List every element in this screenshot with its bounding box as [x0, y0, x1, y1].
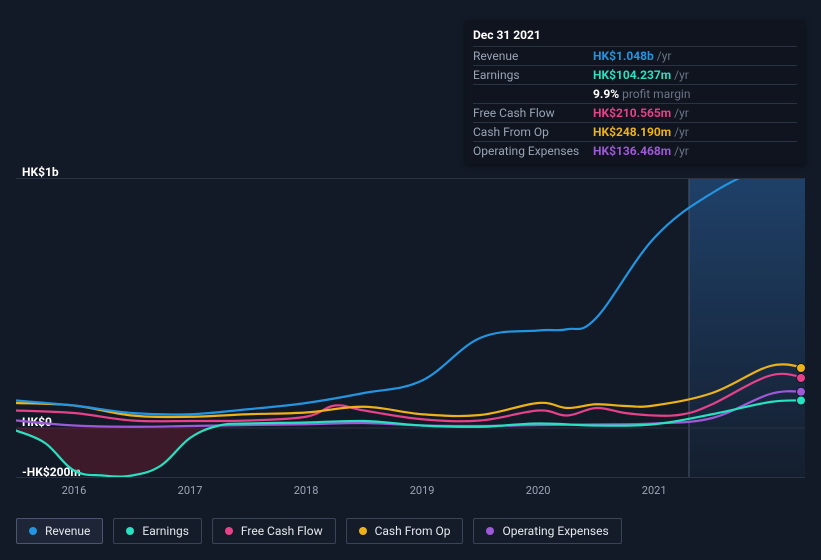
- legend-item-cashop[interactable]: Cash From Op: [346, 518, 464, 544]
- legend-item-fcf[interactable]: Free Cash Flow: [212, 518, 336, 544]
- x-axis-label: 2020: [526, 484, 551, 497]
- endpoint-opex: [797, 388, 805, 396]
- x-axis-label: 2018: [294, 484, 319, 497]
- tooltip-row-label: Earnings: [473, 66, 593, 85]
- legend-label: Free Cash Flow: [241, 524, 323, 538]
- series-revenue: [16, 178, 805, 415]
- tooltip-row-value: HK$210.565m /yr: [593, 104, 797, 123]
- legend-label: Cash From Op: [375, 524, 451, 538]
- tooltip-row-label: Revenue: [473, 47, 593, 66]
- endpoint-cashop: [797, 364, 805, 372]
- x-axis-label: 2019: [410, 484, 435, 497]
- x-axis-label: 2021: [642, 484, 667, 497]
- tooltip-row-value: HK$104.237m /yr: [593, 66, 797, 85]
- tooltip-row: Operating ExpensesHK$136.468m /yr: [473, 142, 797, 161]
- tooltip-row-value: HK$136.468m /yr: [593, 142, 797, 161]
- legend-label: Operating Expenses: [502, 524, 608, 538]
- legend-dot-icon: [126, 527, 134, 535]
- tooltip-table: RevenueHK$1.048b /yrEarningsHK$104.237m …: [473, 47, 797, 160]
- legend-dot-icon: [359, 527, 367, 535]
- tooltip-row-value: HK$248.190m /yr: [593, 123, 797, 142]
- legend-dot-icon: [29, 527, 37, 535]
- x-axis: 2016 2017 2018 2019 2020 2021: [16, 484, 805, 500]
- legend-item-opex[interactable]: Operating Expenses: [473, 518, 621, 544]
- x-axis-label: 2016: [62, 484, 87, 497]
- tooltip-row: Cash From OpHK$248.190m /yr: [473, 123, 797, 142]
- tooltip-row: RevenueHK$1.048b /yr: [473, 47, 797, 66]
- tooltip-row-sub: 9.9% profit margin: [473, 85, 797, 104]
- series-cashop: [16, 364, 805, 417]
- tooltip-row-label: Cash From Op: [473, 123, 593, 142]
- legend-item-earnings[interactable]: Earnings: [113, 518, 202, 544]
- tooltip-row-label: Free Cash Flow: [473, 104, 593, 123]
- y-axis-label: HK$1b: [22, 165, 59, 179]
- line-chart: [16, 178, 805, 478]
- tooltip-row-value: HK$1.048b /yr: [593, 47, 797, 66]
- x-axis-label: 2017: [178, 484, 203, 497]
- legend-dot-icon: [225, 527, 233, 535]
- tooltip-row-label: Operating Expenses: [473, 142, 593, 161]
- endpoint-earnings: [797, 397, 805, 405]
- tooltip-date: Dec 31 2021: [473, 26, 797, 47]
- tooltip-row: Free Cash FlowHK$210.565m /yr: [473, 104, 797, 123]
- tooltip-row: EarningsHK$104.237m /yr: [473, 66, 797, 85]
- legend-dot-icon: [486, 527, 494, 535]
- legend-item-revenue[interactable]: Revenue: [16, 518, 103, 544]
- chart-tooltip: Dec 31 2021 RevenueHK$1.048b /yrEarnings…: [465, 20, 805, 164]
- legend-label: Revenue: [45, 524, 90, 538]
- chart-legend: Revenue Earnings Free Cash Flow Cash From O…: [16, 518, 622, 544]
- endpoint-fcf: [797, 374, 805, 382]
- financials-chart-panel: Dec 31 2021 RevenueHK$1.048b /yrEarnings…: [0, 0, 821, 560]
- legend-label: Earnings: [142, 524, 189, 538]
